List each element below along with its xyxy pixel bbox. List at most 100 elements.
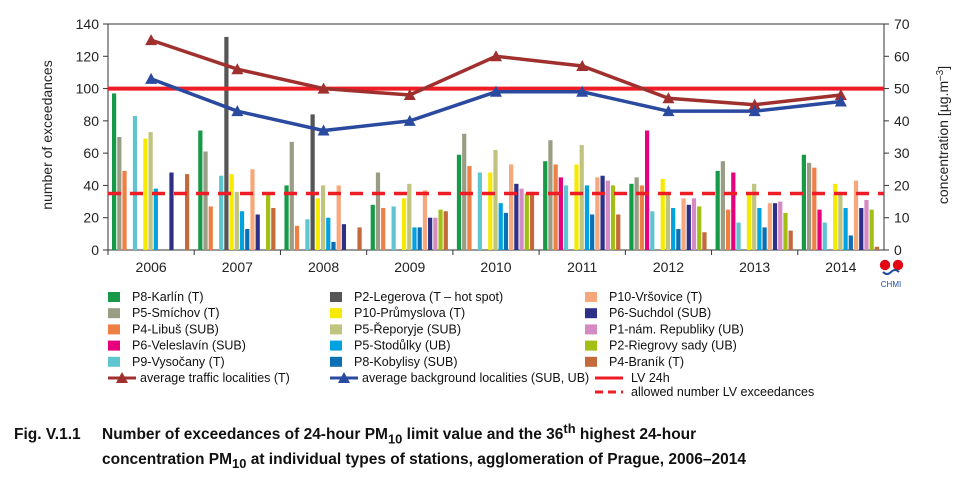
line-point bbox=[834, 89, 847, 101]
legend-label: P5-Smíchov (T) bbox=[132, 306, 220, 320]
bar bbox=[219, 175, 224, 250]
chmi-logo: CHMI bbox=[879, 259, 904, 289]
bar bbox=[503, 212, 509, 250]
bar bbox=[224, 36, 229, 250]
line-point bbox=[576, 85, 589, 97]
y-tick-label: 60 bbox=[83, 145, 99, 161]
chmi-logo-label: CHMI bbox=[881, 280, 901, 289]
y-tick-label: 140 bbox=[76, 16, 100, 32]
bar bbox=[746, 193, 752, 250]
legend-swatch bbox=[585, 340, 597, 351]
bar bbox=[391, 206, 396, 250]
bar bbox=[605, 180, 610, 250]
line-point bbox=[403, 89, 416, 101]
y-tick-label: 120 bbox=[76, 48, 100, 64]
bar bbox=[255, 214, 260, 250]
line-point bbox=[490, 50, 502, 62]
bar bbox=[208, 206, 213, 250]
line-point bbox=[231, 63, 244, 75]
bar bbox=[488, 172, 493, 250]
figure-caption: Fig. V.1.1 Number of exceedances of 24-ho… bbox=[14, 418, 964, 474]
x-tick-label: 2014 bbox=[825, 259, 856, 275]
bar bbox=[676, 229, 681, 250]
line-point bbox=[576, 59, 589, 71]
legend-label: P5-Řeporyje (SUB) bbox=[354, 321, 461, 336]
bar bbox=[271, 208, 276, 250]
bar bbox=[691, 198, 697, 250]
bar bbox=[702, 232, 707, 250]
bar bbox=[320, 185, 326, 250]
line-point bbox=[231, 105, 244, 117]
bar bbox=[801, 154, 806, 250]
bar bbox=[806, 162, 812, 250]
legend-swatch bbox=[585, 356, 597, 367]
chmi-logo-dot-left bbox=[879, 259, 891, 271]
bar bbox=[644, 130, 650, 250]
legend-label: average background localities (SUB, UB) bbox=[362, 371, 589, 385]
bar bbox=[169, 172, 174, 250]
bar bbox=[671, 208, 676, 250]
bar bbox=[757, 208, 762, 250]
caption-sup-1: th bbox=[563, 421, 576, 436]
bar bbox=[812, 167, 817, 250]
line-point bbox=[490, 85, 502, 97]
bar bbox=[600, 175, 605, 250]
bar bbox=[375, 172, 381, 250]
bar bbox=[122, 170, 127, 250]
bar bbox=[422, 190, 428, 250]
line-point bbox=[662, 105, 675, 117]
bar bbox=[772, 203, 778, 250]
bar bbox=[289, 141, 294, 250]
bar bbox=[553, 164, 558, 250]
bar bbox=[266, 195, 271, 250]
bar bbox=[767, 203, 772, 250]
bar bbox=[584, 185, 590, 250]
legend-label: allowed number LV exceedances bbox=[631, 385, 814, 399]
bar bbox=[660, 178, 665, 250]
bar bbox=[143, 138, 148, 250]
bar bbox=[315, 198, 320, 250]
line-point bbox=[145, 72, 158, 84]
bar bbox=[853, 180, 859, 250]
bar bbox=[610, 185, 616, 250]
legend-swatch bbox=[330, 308, 342, 319]
caption-text-2b: at individual types of stations, agglome… bbox=[246, 451, 746, 469]
bar bbox=[112, 93, 117, 251]
y2-tick-label: 10 bbox=[894, 210, 910, 226]
line-point bbox=[317, 82, 330, 94]
legend-label: P5-Stodůlky (UB) bbox=[354, 339, 451, 353]
bar bbox=[519, 188, 524, 250]
legend-label: P8-Karlín (T) bbox=[132, 290, 204, 304]
bar bbox=[438, 209, 443, 250]
y2-tick-label: 40 bbox=[894, 113, 910, 129]
bar bbox=[639, 185, 644, 250]
x-tick-label: 2010 bbox=[480, 259, 511, 275]
bar bbox=[341, 224, 347, 250]
bar bbox=[148, 132, 153, 250]
y2-tick-label: 0 bbox=[894, 242, 902, 258]
y2-tick-label: 70 bbox=[894, 16, 910, 32]
bar bbox=[401, 198, 407, 250]
line-point bbox=[748, 98, 761, 110]
line-point bbox=[317, 124, 330, 136]
legend: P8-Karlín (T) P5-Smíchov (T) P4-Libuš (SUB… bbox=[108, 290, 814, 399]
legend-swatch bbox=[585, 308, 597, 319]
bar bbox=[817, 209, 822, 250]
bar bbox=[477, 172, 482, 250]
bar bbox=[203, 151, 208, 250]
legend-swatch bbox=[585, 292, 597, 302]
legend-label: average traffic localities (T) bbox=[140, 371, 290, 385]
legend-swatch bbox=[108, 292, 120, 302]
legend-swatch bbox=[330, 340, 342, 351]
y-tick-label: 40 bbox=[83, 177, 99, 193]
bar bbox=[778, 201, 783, 250]
bar bbox=[132, 116, 138, 250]
bar bbox=[370, 204, 375, 250]
x-tick-label: 2012 bbox=[653, 259, 684, 275]
legend-swatch bbox=[330, 356, 342, 367]
legend-label: P2-Riegrovy sady (UB) bbox=[609, 339, 737, 353]
x-tick-label: 2008 bbox=[308, 259, 339, 275]
line-point bbox=[145, 34, 158, 46]
bar bbox=[524, 193, 529, 250]
bar bbox=[574, 164, 579, 250]
